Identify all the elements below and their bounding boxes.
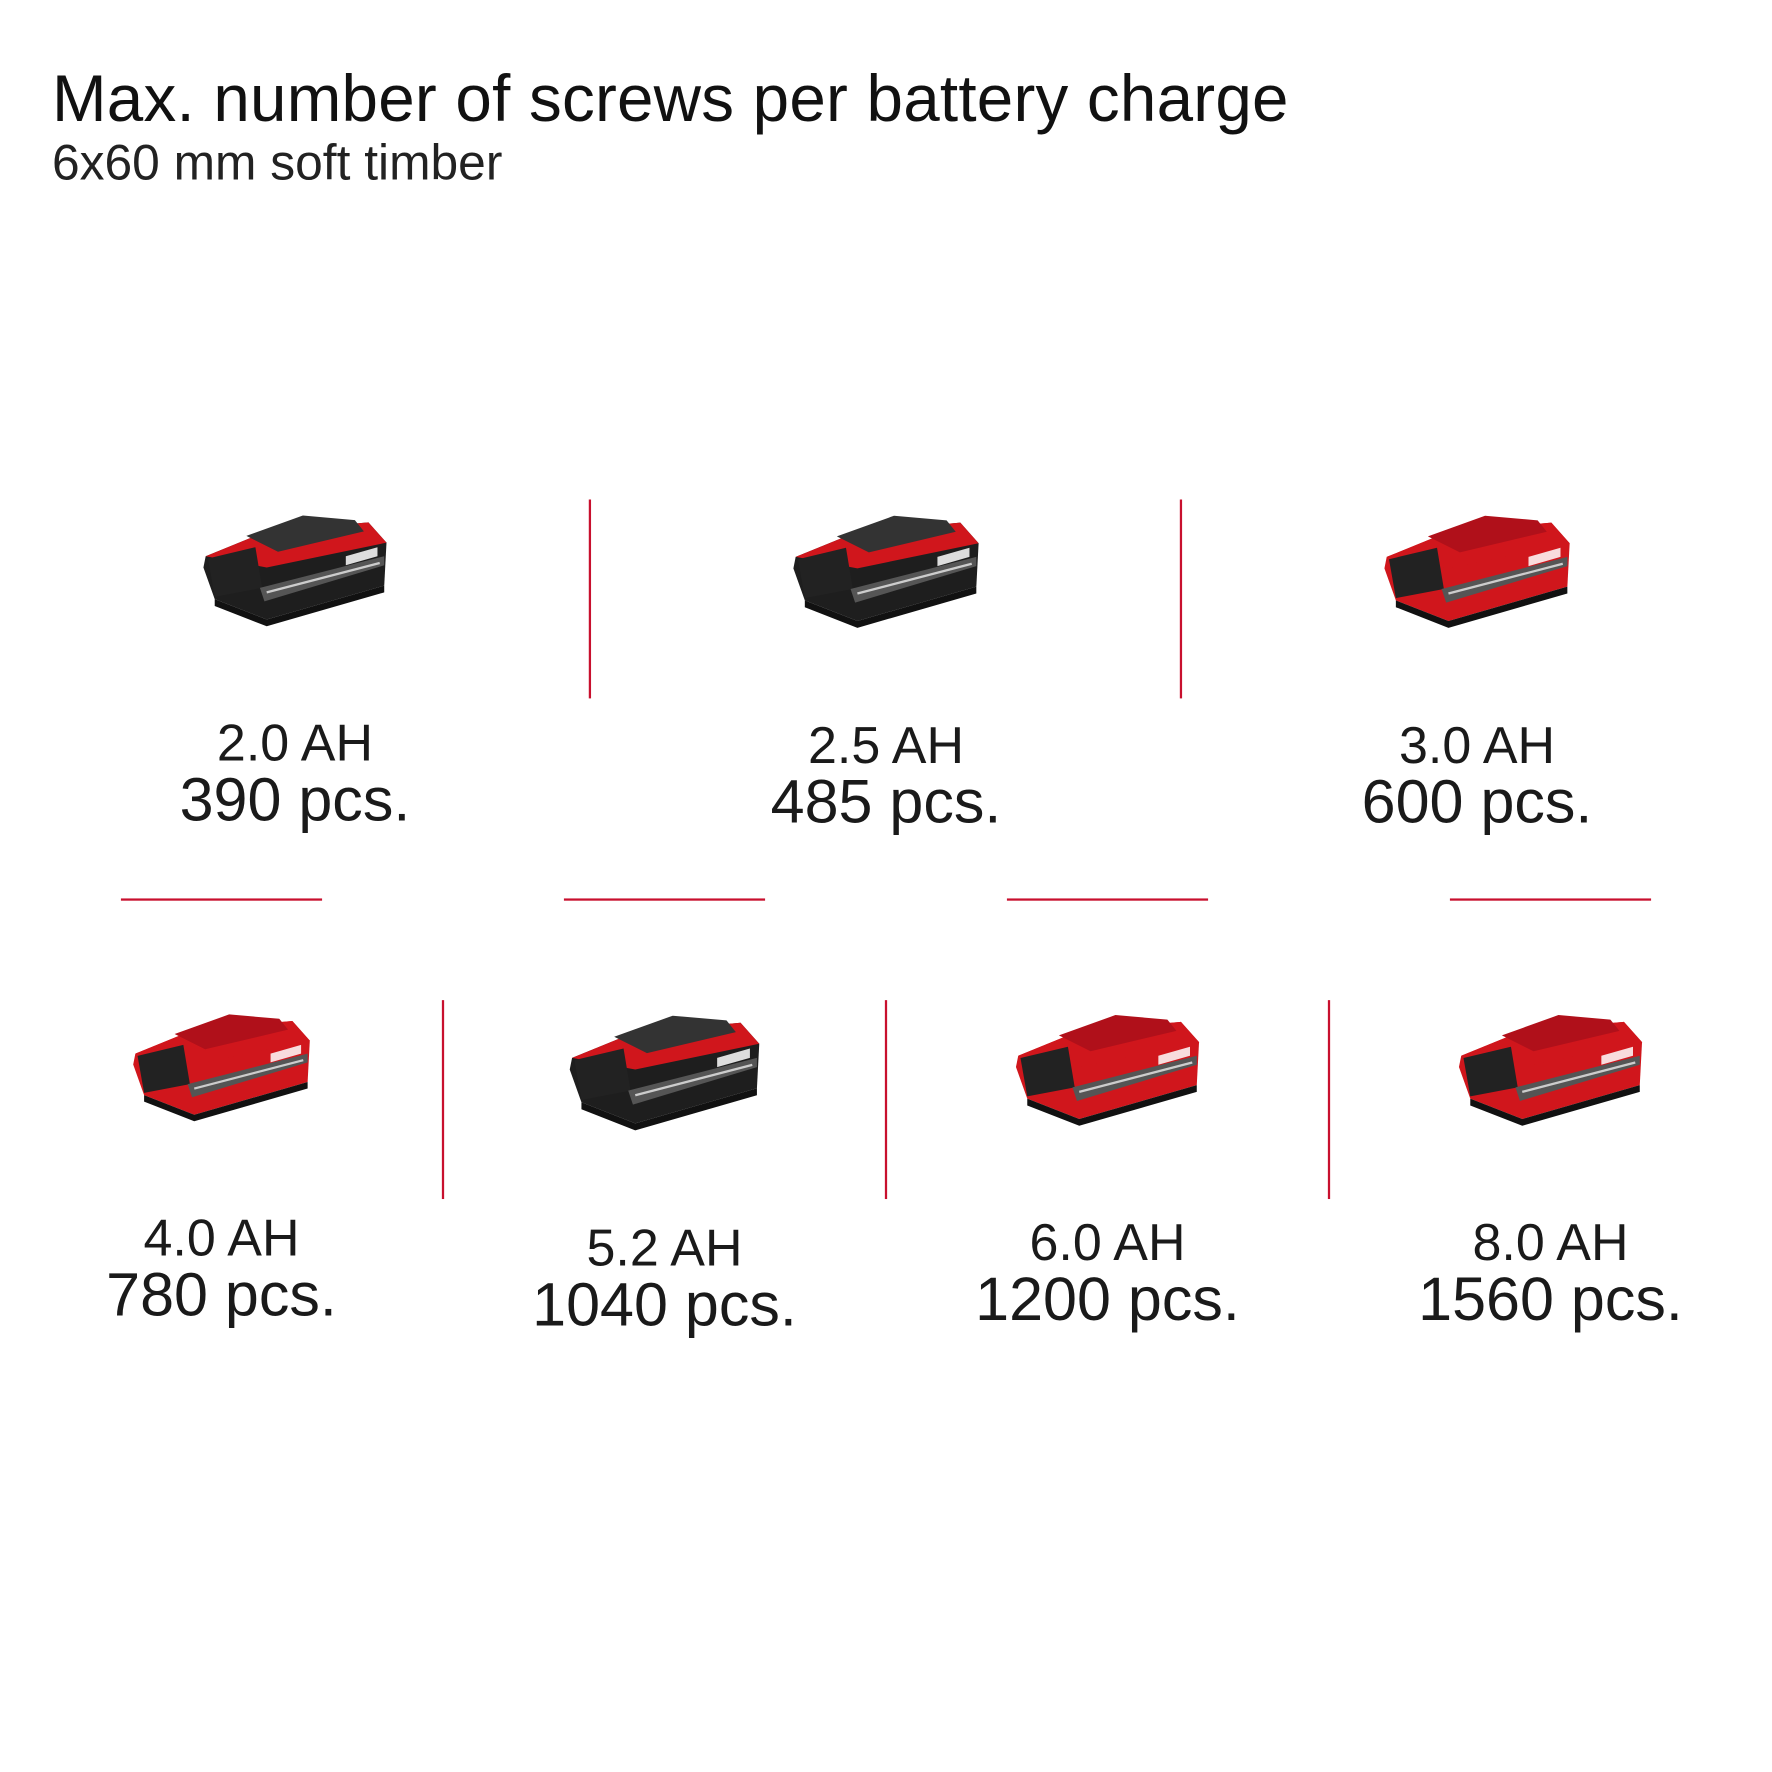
battery-capacity: 6.0 AH xyxy=(1029,1213,1186,1272)
battery-capacity: 5.2 AH xyxy=(586,1217,743,1277)
battery-pack-icon xyxy=(938,997,1277,1135)
battery-item: 4.0 AH 780 pcs. xyxy=(52,997,391,1330)
battery-item: 2.0 AH 390 pcs. xyxy=(125,497,464,835)
battery-capacity: 8.0 AH xyxy=(1472,1213,1629,1272)
screw-count: 600 pcs. xyxy=(1361,768,1593,837)
battery-item: 8.0 AH 1560 pcs. xyxy=(1381,997,1720,1334)
battery-pack-icon xyxy=(495,997,834,1140)
screw-count: 1560 pcs. xyxy=(1418,1266,1683,1334)
battery-item: 2.5 AH 485 pcs. xyxy=(716,497,1055,837)
divider xyxy=(1006,898,1209,901)
battery-pack-icon xyxy=(716,497,1055,637)
screw-count: 1200 pcs. xyxy=(975,1266,1240,1334)
battery-capacity: 2.0 AH xyxy=(216,713,373,773)
divider xyxy=(1449,898,1652,901)
divider xyxy=(563,898,766,901)
divider xyxy=(1179,499,1183,699)
battery-pack-icon xyxy=(1308,497,1647,637)
battery-capacity: 3.0 AH xyxy=(1399,715,1556,774)
page-title: Max. number of screws per battery charge xyxy=(51,62,1289,136)
page-subtitle: 6x60 mm soft timber xyxy=(51,135,503,191)
battery-pack-icon xyxy=(125,497,464,635)
battery-capacity: 2.5 AH xyxy=(807,715,965,774)
divider xyxy=(1327,1000,1331,1200)
screw-count: 780 pcs. xyxy=(106,1261,337,1330)
battery-pack-icon xyxy=(52,997,391,1130)
divider xyxy=(588,499,592,699)
screw-count: 390 pcs. xyxy=(179,766,411,835)
divider xyxy=(120,898,323,901)
battery-capacity: 4.0 AH xyxy=(143,1208,300,1267)
battery-item: 6.0 AH 1200 pcs. xyxy=(938,997,1277,1334)
battery-item: 3.0 AH 600 pcs. xyxy=(1308,497,1647,837)
battery-pack-icon xyxy=(1381,997,1720,1135)
divider xyxy=(441,1000,445,1200)
divider xyxy=(884,1000,888,1200)
screw-count: 485 pcs. xyxy=(770,768,1002,837)
battery-item: 5.2 AH 1040 pcs. xyxy=(495,997,834,1335)
screw-count: 1040 pcs. xyxy=(532,1271,797,1339)
